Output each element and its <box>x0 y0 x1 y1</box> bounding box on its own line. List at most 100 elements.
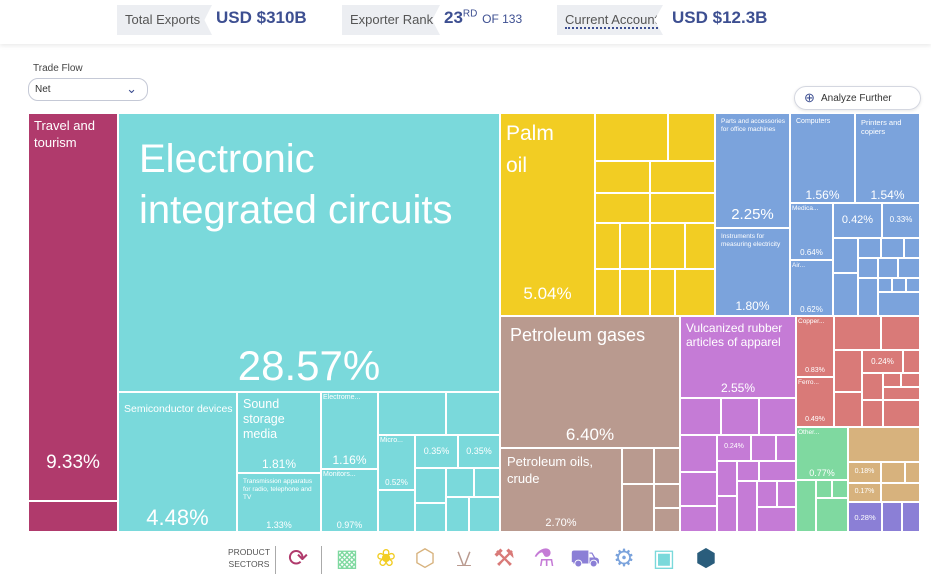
cell-machinery-small[interactable] <box>878 258 898 278</box>
cell-mineral-small[interactable] <box>654 508 680 532</box>
cell-metal-small[interactable] <box>881 316 920 350</box>
cell-vehicle-small[interactable]: 0.28% <box>848 502 882 532</box>
cell-agri-small[interactable] <box>620 269 650 316</box>
agriculture-wheat-icon[interactable]: ❀ <box>375 545 397 572</box>
cell-machinery-small[interactable] <box>833 273 858 316</box>
cell-metal-small[interactable] <box>883 373 901 387</box>
cell-chem-small[interactable] <box>777 481 796 507</box>
cell-agri-small[interactable] <box>595 223 620 269</box>
cell-palm-oil[interactable]: Palm oil 5.04% <box>500 113 595 316</box>
trade-flow-select[interactable]: Net ⌄ <box>28 78 148 101</box>
cell-chem-small[interactable] <box>776 435 796 461</box>
minerals-oil-rig-icon[interactable]: ⚺ <box>456 545 472 572</box>
cell-metal-small[interactable] <box>834 350 862 392</box>
cell-travel[interactable]: Travel and tourism 9.33% <box>28 113 118 501</box>
cell-electronics-small[interactable] <box>469 497 500 532</box>
cell-mineral-small[interactable] <box>654 448 680 484</box>
cell-chem-small[interactable] <box>751 435 776 461</box>
cell-other-textiles[interactable]: Other... 0.77% <box>796 427 848 480</box>
cell-electronics-small[interactable]: 0.35% <box>458 435 500 468</box>
cell-electronics-small[interactable] <box>474 468 500 497</box>
cell-metal-small[interactable] <box>862 400 883 427</box>
cell-sound-storage[interactable]: Sound storage media 1.81% <box>237 392 321 473</box>
cell-chem-small[interactable] <box>680 472 717 506</box>
cell-vehicle-small[interactable] <box>902 502 920 532</box>
cell-transmission[interactable]: Transmission apparatus for radio, teleph… <box>237 473 321 532</box>
cell-agri-small[interactable] <box>620 223 650 269</box>
cell-petroleum-gases[interactable]: Petroleum gases 6.40% <box>500 316 680 448</box>
cell-chem-small[interactable] <box>721 398 759 435</box>
cell-chem-small[interactable] <box>759 461 796 481</box>
cell-chem-small[interactable] <box>680 435 717 472</box>
other-box-icon[interactable]: ⬢ <box>695 545 717 572</box>
cell-agri-small[interactable] <box>685 223 715 269</box>
vehicles-car-icon[interactable]: ⛟ <box>570 545 601 572</box>
cell-agri-small[interactable] <box>650 223 685 269</box>
cell-chem-small[interactable] <box>680 398 721 435</box>
cell-machinery-small[interactable] <box>878 278 892 292</box>
cell-electronics-small[interactable]: 0.35% <box>415 435 458 468</box>
cell-metal-small[interactable]: 0.24% <box>862 350 903 373</box>
analyze-further-button[interactable]: ⊕ Analyze Further <box>794 86 921 110</box>
cell-agri-small[interactable] <box>595 113 668 161</box>
cell-computers[interactable]: Computers 1.56% <box>790 113 855 203</box>
cell-chem-small[interactable] <box>737 461 759 481</box>
services-handshake-icon[interactable]: ⟳ <box>287 545 309 572</box>
cell-copper[interactable]: Copper... 0.83% <box>796 316 834 377</box>
cell-machinery-small[interactable] <box>906 278 920 292</box>
cell-machinery-small[interactable] <box>833 238 858 273</box>
cell-micro[interactable]: Micro... 0.52% <box>378 435 415 490</box>
cell-printers[interactable]: Printers and copiers 1.54% <box>855 113 920 203</box>
cell-agri-small[interactable] <box>675 269 715 316</box>
cell-parts-office[interactable]: Parts and accessories for office machine… <box>715 113 790 228</box>
cell-metal-small[interactable] <box>901 373 920 387</box>
cell-air[interactable]: Air... 0.62% <box>790 260 833 316</box>
cell-machinery-small[interactable] <box>904 238 920 258</box>
cell-electronics-small[interactable] <box>378 392 446 435</box>
cell-machinery-small[interactable] <box>878 292 920 316</box>
cell-textile-small[interactable] <box>816 480 832 498</box>
machinery-gears-icon[interactable]: ⚙ <box>613 545 635 572</box>
cell-machinery-small[interactable] <box>858 238 881 258</box>
cell-service-small[interactable] <box>28 501 118 532</box>
cell-instruments[interactable]: Instruments for measuring electricity 1.8… <box>715 228 790 316</box>
cell-machinery-small[interactable] <box>858 258 878 278</box>
cell-agri-small[interactable] <box>595 193 650 223</box>
cell-ferro[interactable]: Ferro... 0.49% <box>796 377 834 427</box>
cell-chem-small[interactable] <box>759 398 796 435</box>
cell-metal-small[interactable] <box>834 316 881 350</box>
cell-electronics-small[interactable] <box>378 490 415 532</box>
cell-metal-small[interactable] <box>883 387 920 400</box>
cell-mineral-small[interactable] <box>654 484 680 508</box>
cell-semiconductor[interactable]: Semiconductor devices 4.48% <box>118 392 237 532</box>
cell-vulcanized-rubber[interactable]: Vulcanized rubber articles of apparel 2.5… <box>680 316 796 398</box>
cell-agri-small[interactable] <box>650 161 715 193</box>
cell-chem-small[interactable] <box>757 481 777 507</box>
cell-ics[interactable]: Electronic integrated circuits 28.57% <box>118 113 500 392</box>
cell-chem-small[interactable] <box>757 507 796 532</box>
cell-textile-small[interactable] <box>816 498 848 532</box>
cell-textile-small[interactable] <box>832 480 848 498</box>
cell-stone-small[interactable] <box>905 462 920 483</box>
cell-mineral-small[interactable] <box>622 484 654 532</box>
cell-metal-small[interactable] <box>834 392 862 427</box>
cell-vehicle-small[interactable] <box>882 502 902 532</box>
cell-metal-small[interactable] <box>903 350 920 373</box>
cell-electromechanical[interactable]: Electrome... 1.16% <box>321 392 378 469</box>
stone-gem-icon[interactable]: ⬡ <box>414 545 436 572</box>
cell-monitors[interactable]: Monitors... 0.97% <box>321 469 378 532</box>
textiles-sewing-machine-icon[interactable]: ▩ <box>335 545 359 572</box>
cell-stone-small[interactable] <box>881 483 920 502</box>
cell-metal-small[interactable] <box>862 373 883 400</box>
cell-machinery-small[interactable]: 0.42% <box>833 203 882 238</box>
current-account-label[interactable]: Current Account <box>557 5 663 35</box>
cell-electronics-small[interactable] <box>415 468 446 503</box>
cell-agri-small[interactable] <box>668 113 715 161</box>
cell-electronics-small[interactable] <box>415 503 446 532</box>
cell-agri-small[interactable] <box>650 269 675 316</box>
cell-agri-small[interactable] <box>595 161 650 193</box>
metals-pickaxe-icon[interactable]: ⚒ <box>493 545 515 572</box>
cell-electronics-small[interactable] <box>446 468 474 497</box>
current-account-text[interactable]: Current Account <box>565 12 659 29</box>
electronics-chip-icon[interactable]: ▣ <box>652 545 676 572</box>
